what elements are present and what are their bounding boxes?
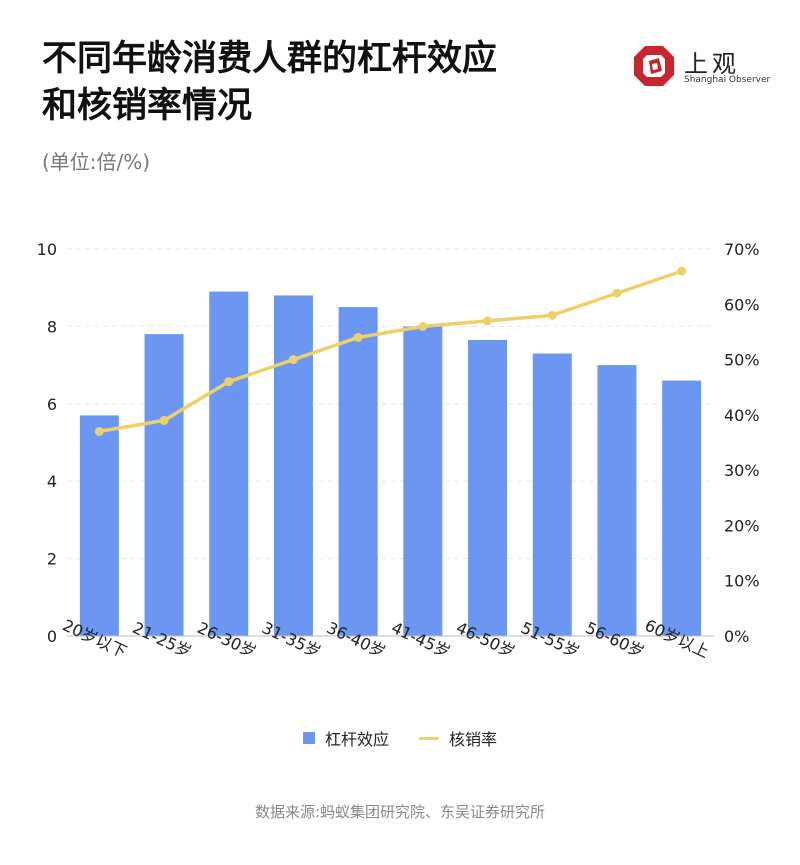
bar [533,353,572,636]
line-point [677,267,686,276]
line-point [612,289,621,298]
bar [662,381,701,636]
bar [274,295,313,636]
legend-item-bar: 杠杆效应 [303,726,389,750]
y-right-tick: 20% [724,516,760,535]
y-left-tick: 2 [47,550,57,569]
y-left-tick: 0 [47,627,57,646]
legend: 杠杆效应 核销率 [0,726,800,750]
bar [468,340,507,636]
legend-swatch-line [419,737,439,740]
y-right-tick: 40% [724,406,760,425]
bar [403,326,442,636]
source-note: 数据来源:蚂蚁集团研究院、东吴证券研究所 [0,801,800,822]
line-point [289,355,298,364]
bar [339,307,378,636]
legend-label-line: 核销率 [449,726,497,750]
y-right-tick: 70% [724,240,760,259]
line-point [483,316,492,325]
line-point [224,377,233,386]
line-point [95,427,104,436]
line-point [160,416,169,425]
line-point [418,322,427,331]
bar [209,292,248,636]
y-right-tick: 10% [724,572,760,591]
line-point [354,333,363,342]
y-left-tick: 4 [47,472,57,491]
bar [80,415,119,636]
bar [597,365,636,636]
bar [145,334,184,636]
line-point [548,311,557,320]
y-left-tick: 8 [47,317,57,336]
y-right-tick: 30% [724,461,760,480]
line-series [99,271,681,431]
y-left-tick: 10 [37,240,57,259]
y-right-tick: 60% [724,295,760,314]
y-right-tick: 50% [724,351,760,370]
y-right-tick: 0% [724,627,749,646]
legend-item-line: 核销率 [419,726,497,750]
legend-swatch-bar [303,732,315,744]
y-left-tick: 6 [47,395,57,414]
legend-label-bar: 杠杆效应 [325,726,389,750]
